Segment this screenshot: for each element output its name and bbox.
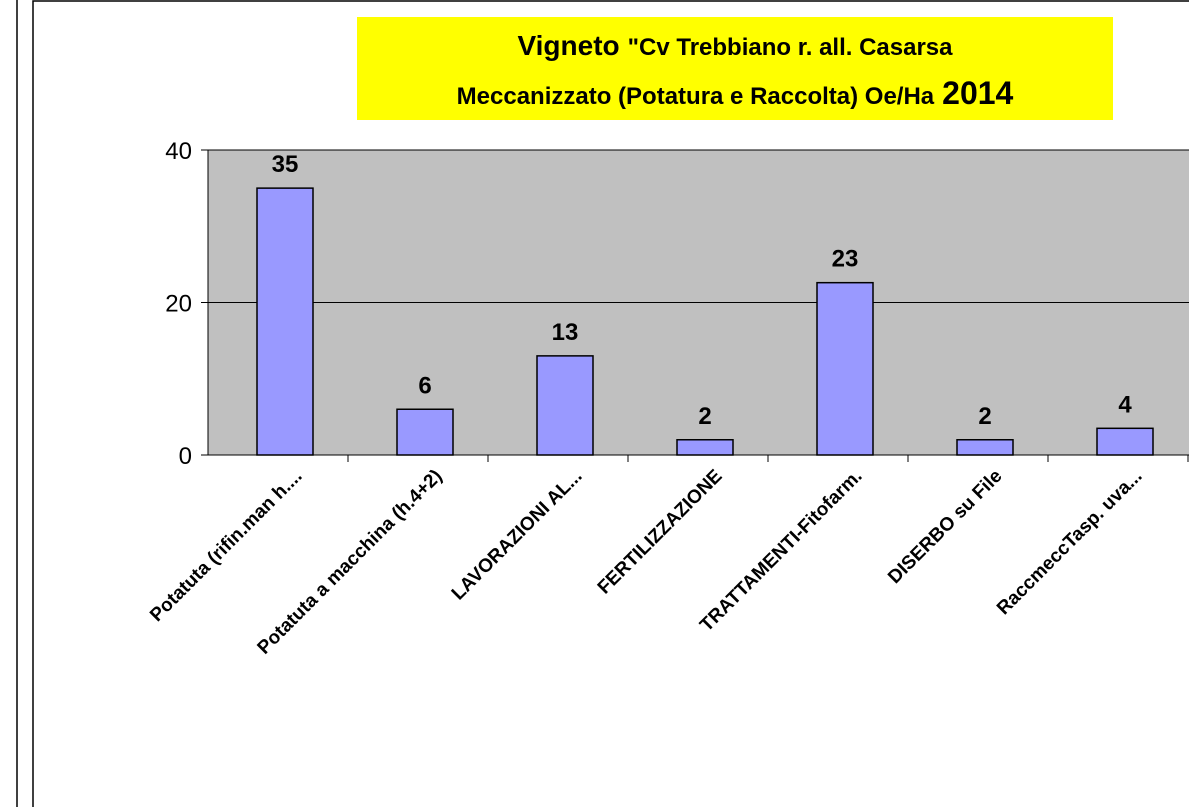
bar: [676, 439, 734, 456]
title-part: Vigneto: [517, 30, 619, 61]
bar: [396, 408, 454, 456]
bar: [1096, 427, 1154, 456]
chart-title-line2: Meccanizzato (Potatura e Raccolta) Oe/Ha…: [457, 75, 1014, 111]
bar: [536, 355, 594, 456]
value-label: 6: [418, 372, 431, 399]
value-label: 35: [272, 151, 299, 178]
value-label: 2: [698, 403, 711, 430]
value-label: 23: [832, 246, 859, 273]
y-tick-label: 20: [165, 291, 192, 318]
value-label: 2: [978, 403, 991, 430]
chart-title-line1: Vigneto "Cv Trebbiano r. all. Casarsa: [517, 30, 953, 61]
title-part: 2014: [942, 75, 1013, 111]
bar: [816, 281, 874, 456]
y-tick-label: 40: [165, 138, 192, 165]
value-label: 13: [552, 319, 579, 346]
bar: [256, 187, 314, 456]
value-label: 4: [1118, 391, 1132, 418]
bar: [956, 439, 1014, 456]
title-part: "Cv Trebbiano r. all. Casarsa: [628, 34, 954, 61]
title-part: Meccanizzato (Potatura e Raccolta) Oe/Ha: [457, 83, 935, 110]
y-tick-label: 0: [179, 443, 192, 470]
title-box: [357, 17, 1113, 120]
